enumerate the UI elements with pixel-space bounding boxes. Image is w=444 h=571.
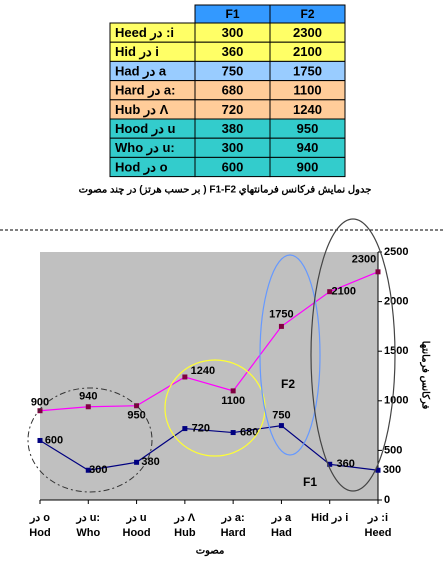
- row-label: Hid در i: [115, 44, 159, 60]
- y-tick-label: 1000: [384, 395, 408, 407]
- highlight-ellipse: [259, 254, 321, 456]
- x-tick-label: در Λ: [174, 512, 196, 524]
- x-tick-label: Heed: [365, 527, 392, 539]
- table-value: 1240: [293, 102, 322, 117]
- point: [230, 430, 236, 436]
- x-tick-label: در o: [29, 512, 50, 524]
- point: [327, 461, 333, 467]
- point: [278, 323, 284, 329]
- point: [37, 408, 43, 414]
- table-value: 940: [297, 140, 319, 155]
- x-tick-label: در u:: [75, 512, 100, 524]
- point: [134, 459, 140, 465]
- table-value: 600: [222, 159, 244, 174]
- table-value: 1750: [293, 63, 322, 78]
- table-value: 720: [222, 102, 244, 117]
- chart: 0 500 1000 1500 2000 2500 در o Hod در u: Who در u H…: [29, 246, 408, 539]
- table-value: 750: [222, 63, 244, 78]
- point: [182, 374, 188, 380]
- x-tick-label: در a: [271, 512, 292, 524]
- x-tick-label: در u: [126, 512, 147, 524]
- point: [85, 404, 91, 410]
- table-caption: جدول نمايش فركانس فرمانتهاي F1-F2 ( بر ح…: [79, 185, 372, 196]
- point: [278, 423, 284, 429]
- x-tick-label: Who: [76, 527, 100, 539]
- x-tick-label: Hod: [29, 527, 50, 539]
- table-cell: [269, 156, 346, 178]
- table-value: 360: [222, 44, 244, 59]
- y-tick-label: 1500: [384, 345, 408, 357]
- data-label: 950: [127, 410, 145, 422]
- x-tick-label: Hood: [123, 527, 151, 539]
- row-label: Heed در :i: [115, 25, 174, 41]
- data-label: 300: [383, 464, 401, 476]
- data-label: 750: [272, 410, 290, 422]
- table-value: 380: [222, 121, 244, 136]
- data-label: 600: [45, 434, 63, 446]
- y-tick-label: 2000: [384, 296, 408, 308]
- x-tick-label: Hid در i: [311, 512, 348, 524]
- table-value: 1100: [293, 83, 321, 98]
- x-tick-label: در :i: [367, 512, 388, 524]
- table-value: 2100: [293, 44, 322, 59]
- table-value: 680: [222, 83, 244, 98]
- table-value: 300: [222, 25, 244, 40]
- row-label: Had در a: [115, 63, 167, 79]
- row-label: Hard در a:: [115, 83, 175, 99]
- header-text: F1: [225, 7, 239, 21]
- point: [375, 269, 381, 275]
- row-label: Hood در u: [115, 121, 176, 137]
- series-name: F2: [281, 377, 295, 391]
- data-label: 2100: [331, 286, 355, 298]
- point: [85, 467, 91, 473]
- y-tick-label: 0: [384, 494, 390, 506]
- y-tick-label: 2500: [384, 246, 408, 258]
- point: [230, 388, 236, 394]
- point: [37, 437, 43, 443]
- x-tick-label: Hub: [174, 527, 196, 539]
- data-label: 940: [79, 391, 97, 403]
- plot-area: [40, 252, 378, 500]
- row-label: Hod در o: [115, 159, 168, 175]
- data-label: 1750: [269, 308, 293, 320]
- data-label: 360: [337, 458, 355, 470]
- point: [182, 426, 188, 432]
- x-tick-label: در a:: [221, 512, 245, 524]
- data-label: 300: [89, 464, 107, 476]
- point: [327, 289, 333, 295]
- x-axis-title: مصوت: [196, 546, 225, 557]
- table-value: 300: [222, 140, 244, 155]
- row-label: Hub در Λ: [115, 102, 169, 118]
- data-label: 900: [31, 397, 49, 409]
- highlight-ellipse: [27, 387, 153, 493]
- y-tick-label: 500: [384, 444, 402, 456]
- point: [375, 467, 381, 473]
- point: [134, 403, 140, 409]
- x-tick-label: Hard: [221, 527, 246, 539]
- x-tick-label: Had: [271, 527, 292, 539]
- row-label: Who در u:: [115, 140, 175, 156]
- table-value: 2300: [293, 25, 322, 40]
- series-line: [39, 424, 379, 471]
- series-name: F1: [303, 475, 317, 489]
- data-label: 720: [192, 422, 210, 434]
- series-line: [39, 271, 379, 412]
- data-label: 1100: [221, 395, 245, 407]
- table: F1 F2 Heed در :i 300 2300 Hid در i 360 2100 Had …: [109, 4, 346, 178]
- table-value: 900: [297, 159, 319, 174]
- data-label: 1240: [191, 365, 215, 377]
- table-value: 950: [297, 121, 319, 136]
- data-label: 2300: [352, 254, 376, 266]
- data-label: 680: [240, 426, 258, 438]
- highlight-ellipse: [310, 218, 396, 492]
- data-label: 380: [141, 456, 159, 468]
- header-text: F2: [300, 7, 314, 21]
- y-axis-title: فركانس فرمانتها: [419, 341, 430, 410]
